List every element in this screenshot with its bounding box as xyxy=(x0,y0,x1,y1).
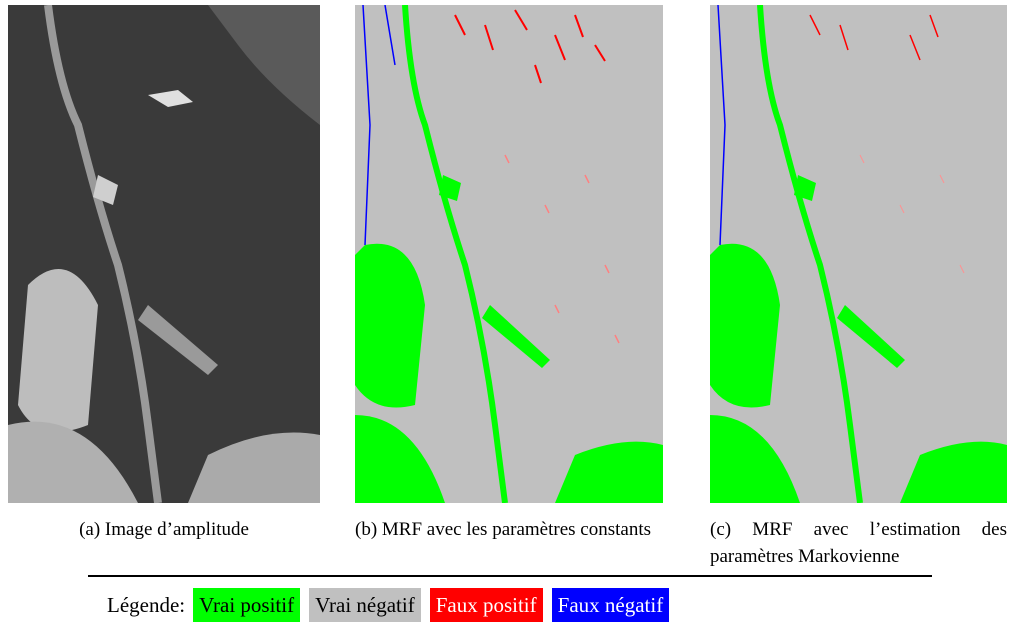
amplitude-image xyxy=(8,5,320,503)
separator xyxy=(88,575,932,577)
legend-item: Faux positif xyxy=(430,588,543,622)
legend: Légende: Vrai positif Vrai négatif Faux po… xyxy=(107,588,678,622)
legend-item: Faux négatif xyxy=(552,588,670,622)
mrf-markov-image xyxy=(710,5,1007,503)
legend-item: Vrai négatif xyxy=(309,588,421,622)
caption: (a) Image d’amplitude xyxy=(8,516,320,543)
legend-item: Vrai positif xyxy=(193,588,300,622)
page: (a) Image d’amplitude (b) MRF avec les p… xyxy=(0,0,1009,630)
mrf-constant-image xyxy=(355,5,663,503)
legend-label: Légende: xyxy=(107,593,185,618)
caption: (b) MRF avec les paramètres constants xyxy=(355,516,665,543)
caption: (c) MRF avec l’estimation des paramètres… xyxy=(710,516,1007,570)
